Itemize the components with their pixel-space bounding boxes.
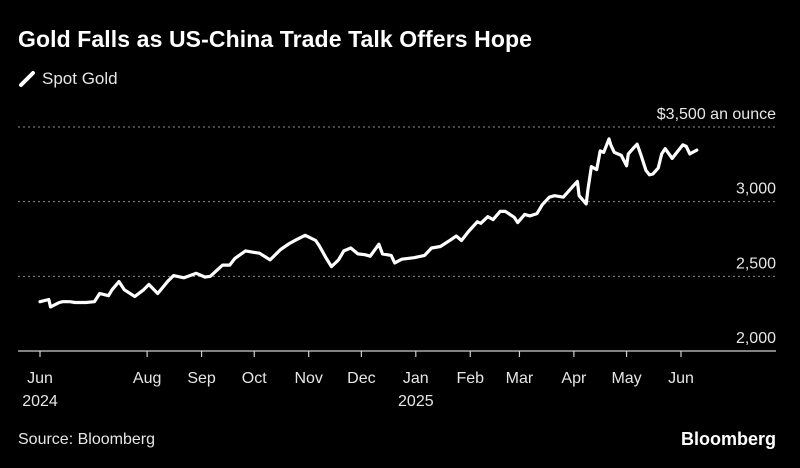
legend-swatch-icon	[19, 71, 35, 87]
x-tick-label: Jan	[403, 370, 429, 387]
y-tick-label: 2,500	[736, 255, 776, 272]
series-layer	[38, 137, 699, 309]
x-tick-year-label: 2024	[22, 393, 58, 410]
y-tick-label: $3,500 an ounce	[657, 106, 776, 123]
x-tick-label: Apr	[561, 370, 587, 387]
y-tick-labels: 2,000 2,500 3,000 $3,500 an ounce	[657, 106, 776, 347]
chart-title: Gold Falls as US-China Trade Talk Offers…	[18, 26, 533, 52]
gridlines	[18, 126, 776, 277]
x-tick-label: Dec	[347, 370, 375, 387]
x-tick-label: May	[611, 370, 641, 387]
series-line-spot-gold	[38, 137, 699, 309]
x-tick-label: Sep	[187, 370, 216, 387]
legend: Spot Gold	[18, 69, 118, 89]
source-note: Source: Bloomberg	[18, 431, 155, 448]
x-tick-label: Feb	[456, 370, 484, 387]
legend-label: Spot Gold	[42, 69, 118, 88]
x-tick-label: Jun	[668, 370, 694, 387]
y-tick-label: 3,000	[736, 181, 776, 198]
x-axis: Jun 2024 Aug Sep Oct Nov Dec Jan 2025 Feb Mar Apr Ma…	[18, 350, 776, 410]
x-tick-label: Mar	[506, 370, 534, 387]
x-tick-label: Aug	[133, 370, 161, 387]
brand-logo: Bloomberg	[680, 429, 776, 449]
x-tick-label: Jun	[27, 370, 53, 387]
x-tick-label: Oct	[242, 370, 267, 387]
y-tick-label: 2,000	[736, 330, 776, 347]
x-tick-label: Nov	[294, 370, 322, 387]
x-tick-year-label: 2025	[398, 393, 434, 410]
